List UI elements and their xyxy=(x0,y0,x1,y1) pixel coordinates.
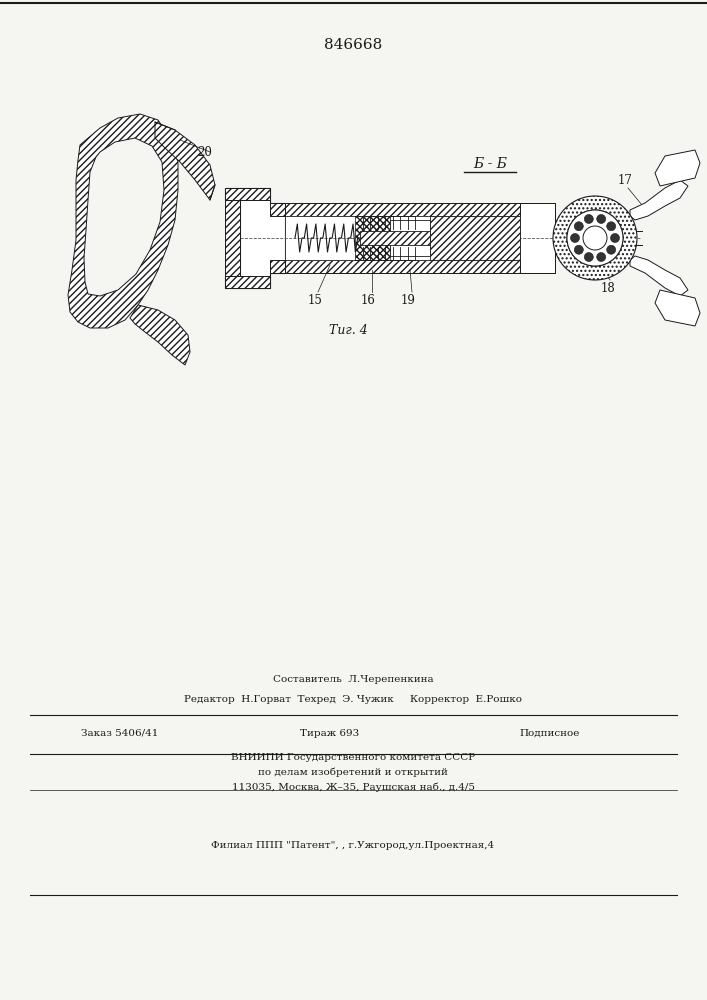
Text: Тираж 693: Тираж 693 xyxy=(300,728,360,738)
Polygon shape xyxy=(630,180,688,220)
Circle shape xyxy=(607,222,616,231)
Text: Б - Б: Б - Б xyxy=(473,157,507,171)
Polygon shape xyxy=(520,203,555,216)
Polygon shape xyxy=(155,122,215,200)
Wedge shape xyxy=(553,196,637,280)
Polygon shape xyxy=(285,260,520,273)
Text: Подписное: Подписное xyxy=(520,728,580,738)
Text: 19: 19 xyxy=(401,294,416,306)
Text: 846668: 846668 xyxy=(324,38,382,52)
Polygon shape xyxy=(285,216,520,260)
Circle shape xyxy=(574,245,583,254)
Text: по делам изобретений и открытий: по делам изобретений и открытий xyxy=(258,767,448,777)
Text: Редактор  Н.Горват  Техред  Э. Чужик     Корректор  Е.Рошко: Редактор Н.Горват Техред Э. Чужик Коррек… xyxy=(184,696,522,704)
Polygon shape xyxy=(225,188,270,200)
Circle shape xyxy=(567,210,623,266)
Circle shape xyxy=(597,253,606,262)
Polygon shape xyxy=(655,150,700,186)
Text: Заказ 5406/41: Заказ 5406/41 xyxy=(81,728,158,738)
Text: 113035, Москва, Ж–35, Раушская наб., д.4/5: 113035, Москва, Ж–35, Раушская наб., д.4… xyxy=(231,782,474,792)
Text: 20: 20 xyxy=(197,145,212,158)
Polygon shape xyxy=(84,138,164,296)
Polygon shape xyxy=(225,276,270,288)
Circle shape xyxy=(574,222,583,231)
Polygon shape xyxy=(68,114,178,328)
Polygon shape xyxy=(355,216,390,260)
Polygon shape xyxy=(285,203,520,216)
Text: 15: 15 xyxy=(308,294,322,306)
Circle shape xyxy=(571,233,580,242)
Polygon shape xyxy=(270,203,285,216)
Text: Составитель  Л.Черепенкина: Составитель Л.Черепенкина xyxy=(273,676,433,684)
Circle shape xyxy=(584,214,593,223)
Polygon shape xyxy=(130,305,190,365)
Polygon shape xyxy=(520,260,555,273)
Polygon shape xyxy=(655,290,700,326)
Polygon shape xyxy=(630,256,688,296)
Circle shape xyxy=(607,245,616,254)
Polygon shape xyxy=(225,188,285,288)
Polygon shape xyxy=(390,220,430,256)
Polygon shape xyxy=(225,200,240,276)
Circle shape xyxy=(584,253,593,262)
Polygon shape xyxy=(360,231,430,245)
Text: 18: 18 xyxy=(601,282,615,294)
Circle shape xyxy=(597,214,606,223)
Circle shape xyxy=(583,226,607,250)
Polygon shape xyxy=(270,260,285,273)
Circle shape xyxy=(611,233,619,242)
Polygon shape xyxy=(520,203,555,273)
Polygon shape xyxy=(430,216,520,260)
Text: 17: 17 xyxy=(617,174,633,186)
Text: Τиг. 4: Τиг. 4 xyxy=(329,324,368,336)
Text: ВНИИПИ Государственного комитета СССР: ВНИИПИ Государственного комитета СССР xyxy=(231,752,475,762)
Text: 16: 16 xyxy=(361,294,375,306)
Text: Филиал ППП "Патент", , г.Ужгород,ул.Проектная,4: Филиал ППП "Патент", , г.Ужгород,ул.Прое… xyxy=(211,840,495,850)
